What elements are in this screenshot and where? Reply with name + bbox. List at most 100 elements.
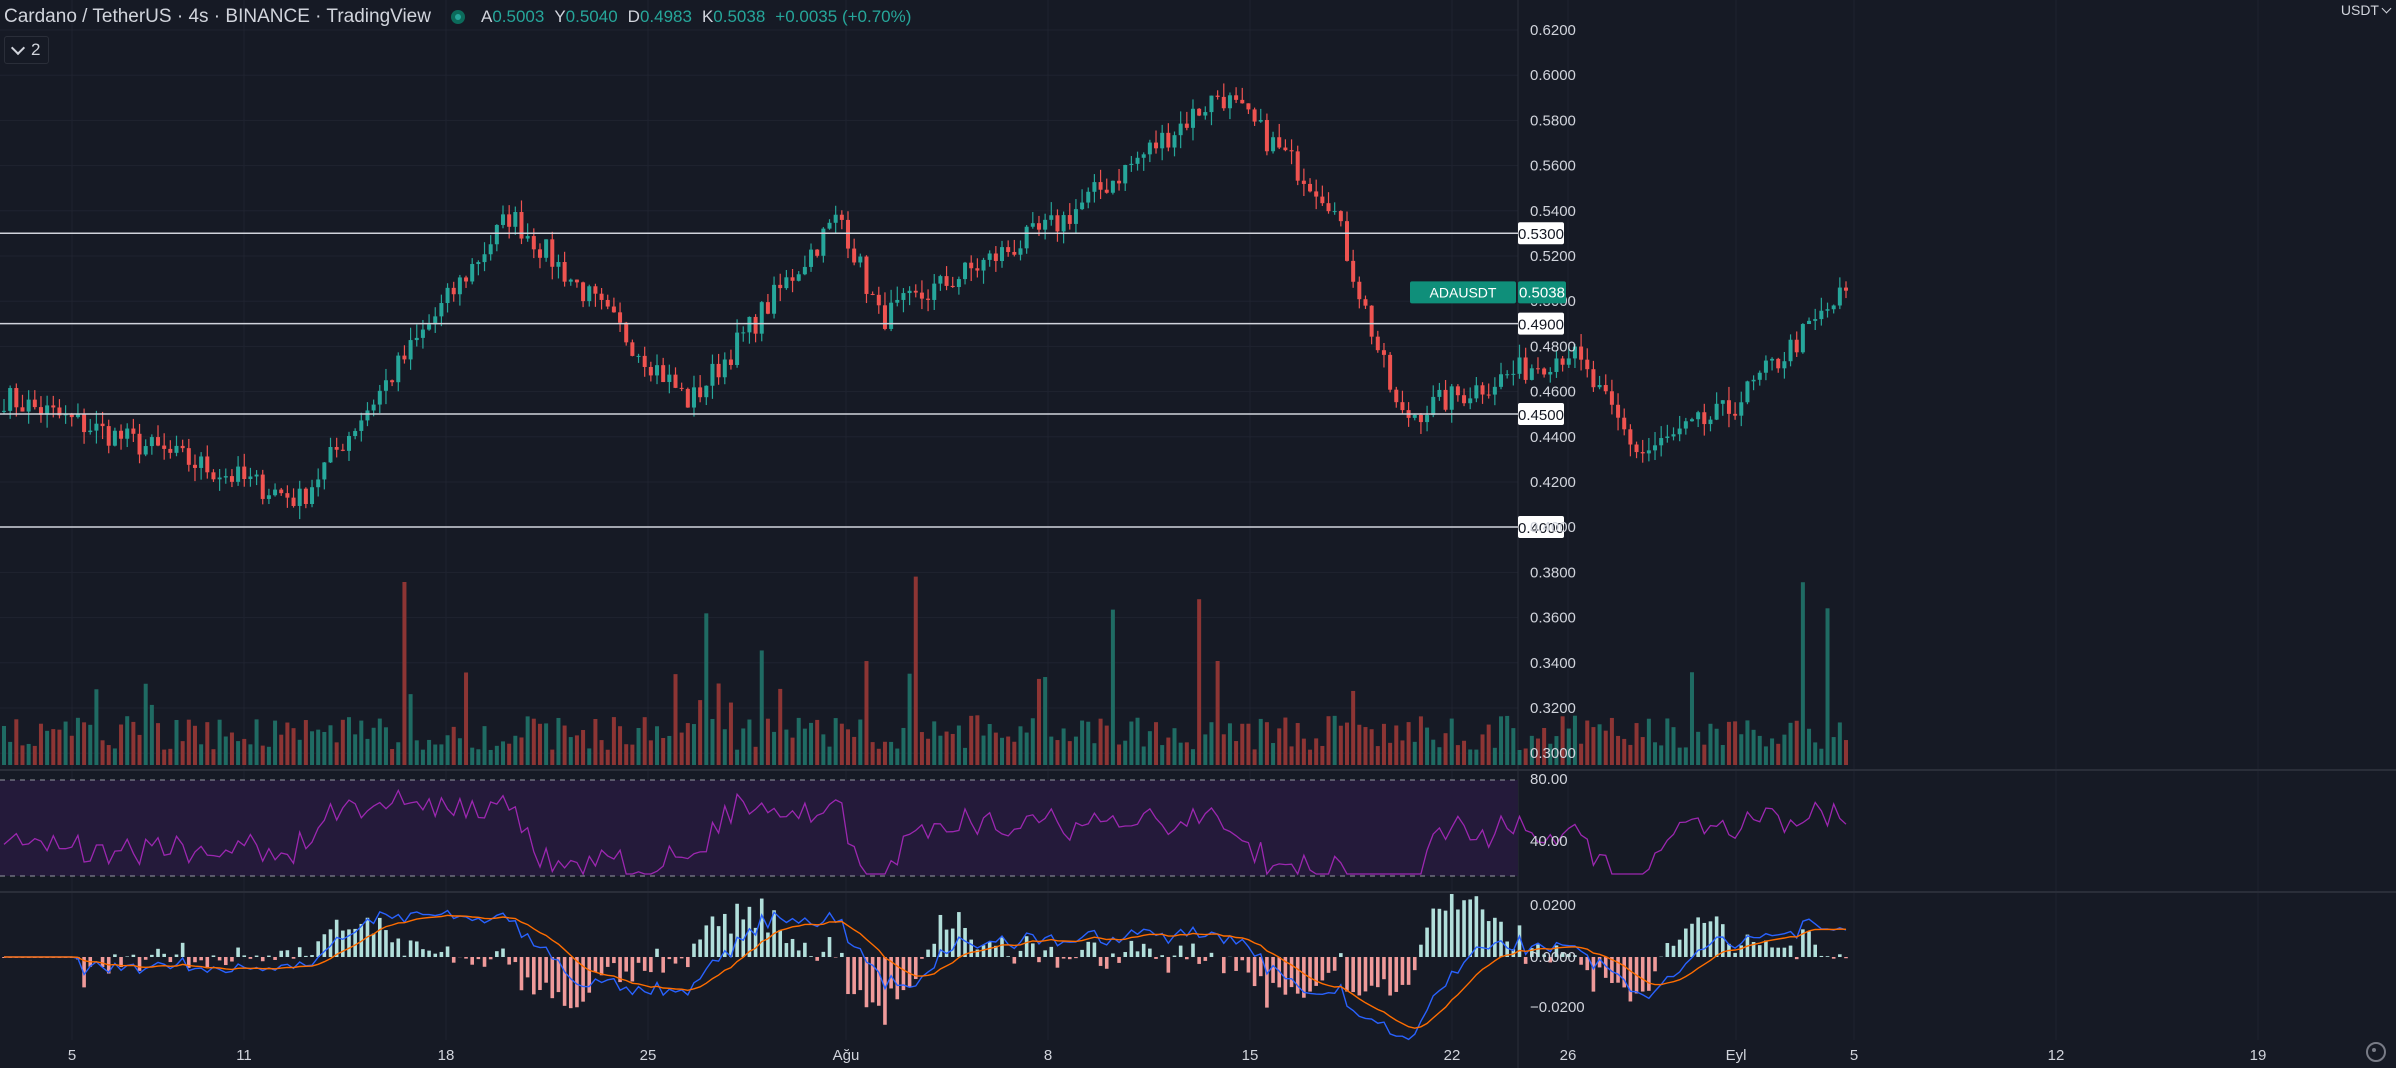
volume-bar bbox=[1086, 721, 1091, 765]
volume-bar bbox=[390, 749, 395, 765]
candle-body bbox=[1332, 211, 1337, 213]
time-axis[interactable]: 5 11 18 25 Ağu 8 15 22 26 Eyl 5 12 19 bbox=[68, 1047, 2267, 1064]
macd-histogram-bar bbox=[1647, 957, 1651, 991]
macd-histogram-bar bbox=[889, 957, 893, 989]
candle-body bbox=[735, 332, 740, 365]
candle-body bbox=[685, 388, 690, 408]
macd-histogram-bar bbox=[304, 955, 308, 957]
volume-bar bbox=[1098, 718, 1103, 765]
volume-bar bbox=[494, 745, 499, 765]
macd-histogram-bar bbox=[920, 957, 924, 959]
macd-histogram-bar bbox=[223, 957, 228, 966]
volume-bar bbox=[1591, 727, 1596, 765]
candle-body bbox=[1591, 369, 1596, 388]
candle-body bbox=[1412, 414, 1417, 418]
candle-body bbox=[445, 287, 450, 304]
candle-body bbox=[1073, 209, 1078, 224]
volume-bar bbox=[1147, 731, 1152, 765]
volume-bar bbox=[1344, 722, 1349, 765]
volume-bar bbox=[365, 738, 370, 765]
candle-body bbox=[1234, 95, 1239, 100]
volume-bar bbox=[445, 735, 450, 765]
volume-bar bbox=[1770, 738, 1775, 765]
symbol-title[interactable]: Cardano / TetherUS · 4s · BINANCE · Trad… bbox=[4, 6, 431, 27]
volume-bar bbox=[562, 725, 567, 765]
macd-histogram-bar bbox=[1622, 957, 1627, 988]
price-tick-label: 0.3800 bbox=[1530, 564, 1576, 581]
macd-histogram-bar bbox=[1665, 943, 1670, 957]
candle-body bbox=[1622, 417, 1627, 430]
candle-body bbox=[322, 462, 327, 480]
volume-bar bbox=[901, 727, 906, 765]
macd-histogram-bar bbox=[1825, 956, 1830, 957]
indicators-toggle-button[interactable]: 2 bbox=[4, 36, 50, 64]
macd-histogram-bar bbox=[1764, 940, 1768, 957]
price-axis[interactable]: 0.6200 0.6000 0.5800 0.5600 0.5400 0.5200 0.50… bbox=[1410, 22, 1576, 762]
candle-body bbox=[186, 448, 191, 465]
macd-histogram-bar bbox=[1696, 917, 1700, 957]
macd-histogram-bar bbox=[341, 930, 345, 957]
price-tick-label: 0.3000 bbox=[1530, 745, 1576, 762]
volume-bar bbox=[556, 717, 561, 765]
volume-bar bbox=[211, 749, 216, 765]
candle-body bbox=[1708, 419, 1713, 425]
macd-histogram-bar bbox=[932, 943, 937, 957]
candle-body bbox=[833, 214, 838, 223]
volume-bar bbox=[1745, 720, 1750, 765]
macd-line bbox=[4, 909, 1847, 1041]
candle-body bbox=[20, 407, 25, 412]
candle-body bbox=[229, 476, 234, 482]
volume-bar bbox=[112, 748, 117, 765]
time-tick-label: 18 bbox=[438, 1047, 455, 1064]
candle-body bbox=[1819, 310, 1824, 320]
candle-body bbox=[1462, 395, 1467, 404]
candle-body bbox=[328, 447, 333, 463]
candle-body bbox=[1628, 429, 1633, 445]
volume-bar bbox=[667, 735, 672, 765]
candle-body bbox=[45, 405, 50, 415]
volume-bar bbox=[1659, 745, 1664, 765]
macd-histogram-bar bbox=[895, 957, 900, 1000]
volume-bar bbox=[1480, 734, 1485, 765]
candle-body bbox=[889, 302, 894, 329]
volume-bar bbox=[82, 722, 87, 765]
volume-bar bbox=[618, 726, 623, 765]
volume-bar bbox=[1529, 735, 1534, 765]
volume-bar bbox=[1135, 717, 1140, 765]
macd-histogram-bar bbox=[1640, 957, 1645, 992]
candle-body bbox=[839, 214, 844, 220]
candle-body bbox=[765, 302, 770, 314]
candle-body bbox=[119, 430, 124, 439]
volume-bar bbox=[507, 743, 512, 765]
volume-bar bbox=[51, 729, 56, 765]
macd-histogram-bar bbox=[156, 948, 160, 957]
volume-bar bbox=[1006, 736, 1011, 765]
rsi-tick-label: 80.00 bbox=[1530, 771, 1568, 788]
candle-body bbox=[1000, 247, 1005, 262]
candle-body bbox=[1080, 202, 1085, 210]
volume-bar bbox=[340, 719, 345, 765]
currency-selector[interactable]: USDT bbox=[2341, 2, 2392, 18]
candle-body bbox=[636, 355, 641, 357]
candle-body bbox=[112, 430, 117, 446]
price-tick-label: 0.4400 bbox=[1530, 429, 1576, 446]
volume-bar bbox=[1646, 718, 1651, 765]
volume-bar bbox=[605, 749, 610, 765]
candle-body bbox=[710, 363, 715, 386]
candle-body bbox=[199, 456, 204, 468]
macd-histogram-bar bbox=[1160, 955, 1164, 957]
volume-bar bbox=[698, 700, 703, 765]
macd-histogram-bar bbox=[987, 941, 992, 957]
support-resistance-lines[interactable]: 0.5300 0.4900 0.4500 0.4000 bbox=[0, 222, 1564, 538]
macd-histogram-bar bbox=[470, 957, 475, 965]
volume-bar bbox=[1172, 728, 1177, 765]
candle-body bbox=[1320, 196, 1325, 204]
volume-bar bbox=[802, 728, 807, 765]
settings-gear-icon[interactable] bbox=[2366, 1042, 2386, 1062]
volume-bar bbox=[765, 718, 770, 765]
time-tick-label: 19 bbox=[2250, 1047, 2267, 1064]
candle-body bbox=[316, 479, 321, 488]
volume-bar bbox=[1628, 744, 1633, 765]
volume-bar bbox=[303, 720, 308, 765]
